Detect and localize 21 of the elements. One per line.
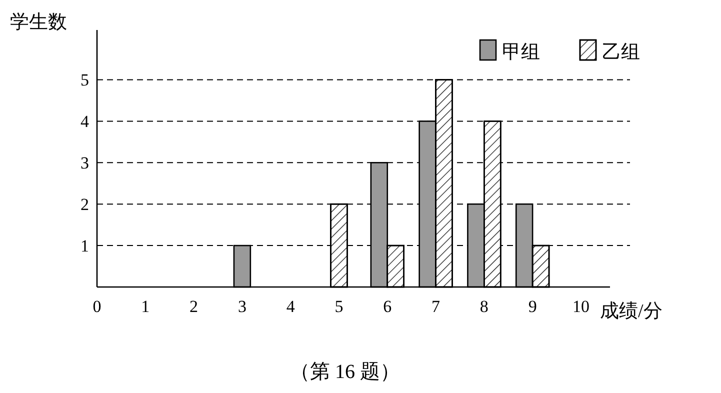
x-axis-title: 成绩/分 [600, 301, 662, 322]
x-tick-label: 9 [528, 297, 537, 316]
x-tick-label: 5 [334, 297, 344, 316]
x-tick-label: 0 [92, 297, 102, 316]
x-tick-label: 1 [141, 297, 150, 316]
legend-label: 甲组 [502, 42, 540, 63]
x-tick-label: 7 [432, 297, 441, 316]
x-tick-label: 10 [572, 297, 590, 316]
y-tick-label: 4 [80, 112, 90, 132]
y-tick-label: 5 [80, 70, 89, 90]
legend-label: 乙组 [602, 42, 640, 63]
y-tick-label: 3 [80, 154, 89, 173]
x-tick-label: 3 [238, 297, 246, 316]
y-tick-label: 2 [80, 195, 89, 214]
y-axis-title: 学生数 [10, 12, 67, 33]
y-tick-label: 1 [80, 236, 89, 256]
x-tick-label: 4 [286, 297, 296, 316]
text: （第 16 题） [290, 361, 400, 383]
x-tick-label: 2 [190, 297, 198, 316]
x-tick-label: 6 [383, 297, 392, 316]
x-tick-label: 8 [480, 297, 488, 316]
